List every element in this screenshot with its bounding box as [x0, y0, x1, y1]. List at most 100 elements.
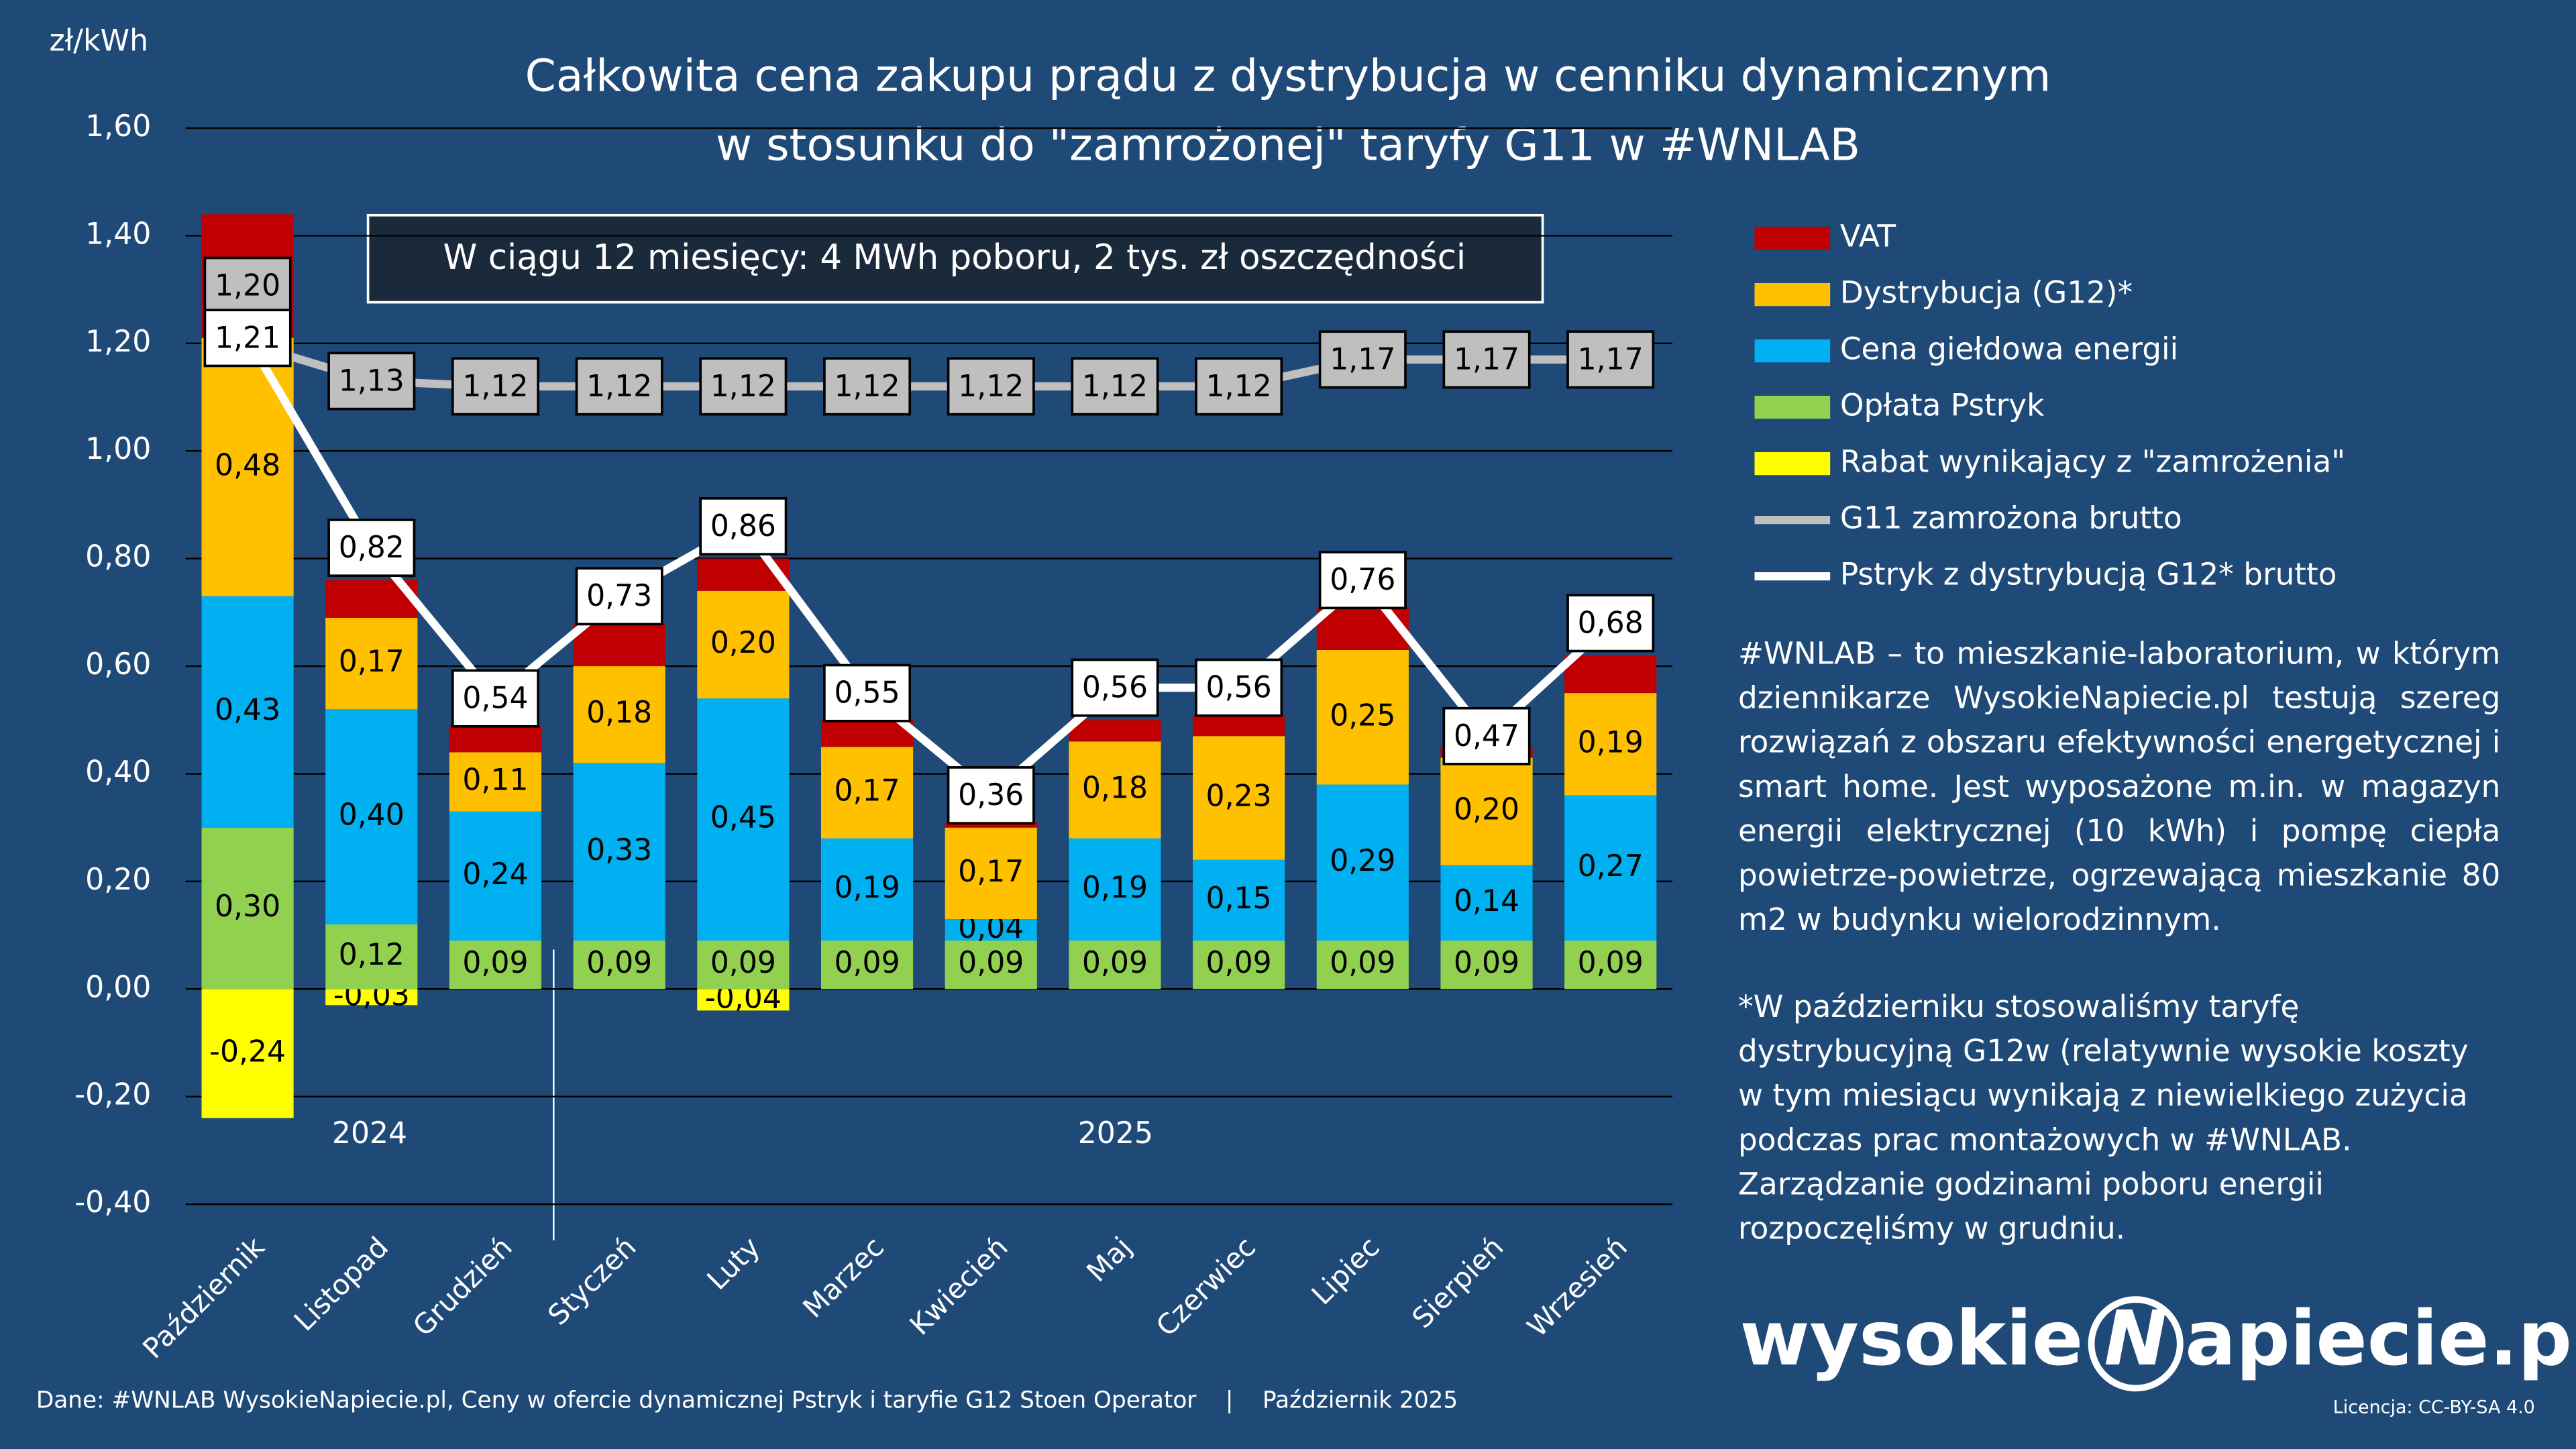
data-label: 0,09 [1454, 946, 1519, 980]
bar-segment [1440, 865, 1533, 941]
line-label-box [823, 357, 912, 416]
data-label: 0,12 [339, 938, 405, 972]
line-label-box [451, 669, 539, 728]
line-label: 1,21 [215, 321, 280, 355]
line-label: 1,12 [834, 369, 900, 403]
line-label: 1,17 [1330, 342, 1395, 376]
line-label: 1,12 [1206, 369, 1272, 403]
data-label: 0,19 [1578, 725, 1644, 759]
bar-segment [449, 811, 542, 941]
line-label-box [823, 663, 912, 722]
line-label-box [327, 519, 416, 578]
annotation-box [366, 213, 1544, 304]
data-label: 0,09 [1082, 946, 1148, 980]
year-label: 2024 [332, 1116, 407, 1150]
data-label: 0,20 [1454, 793, 1519, 827]
bar-segment [573, 763, 665, 941]
annotation: W ciągu 12 miesięcy: 4 MWh poboru, 2 tys… [443, 237, 1466, 278]
bar-segment [820, 838, 914, 941]
data-label: 0,11 [462, 763, 528, 798]
x-tick-label: Marzec [796, 1230, 890, 1324]
x-tick-label: Październik [136, 1230, 270, 1364]
legend-swatch [1754, 339, 1831, 363]
data-label: 0,43 [215, 693, 280, 727]
line-label-box [1318, 551, 1407, 610]
data-label: 0,09 [586, 946, 652, 980]
bar-segment [1069, 838, 1161, 941]
bar-segment [325, 709, 418, 925]
data-label: 0,09 [1578, 946, 1644, 980]
legend-label: G11 zamrożona brutto [1840, 500, 2182, 536]
line-label: 0,73 [586, 579, 652, 613]
legend-label: Cena giełdowa energii [1840, 331, 2178, 367]
data-label: 0,17 [834, 774, 900, 808]
data-label: 0,19 [1082, 871, 1148, 905]
data-label: 0,45 [710, 801, 776, 835]
line-label-box [947, 357, 1035, 416]
data-label: 0,17 [958, 855, 1024, 889]
line-label: 1,12 [710, 369, 776, 403]
bar-segment [449, 941, 542, 989]
x-tick-label: Maj [1080, 1230, 1138, 1288]
data-label: 0,48 [215, 448, 280, 482]
bar-segment [201, 989, 294, 1118]
line-label: 0,55 [834, 676, 900, 710]
bar-segment [201, 596, 294, 828]
data-label: 0,40 [339, 798, 405, 833]
line-label-box [1318, 330, 1407, 389]
bar-segment [820, 747, 914, 839]
x-tick-label: Wrzesień [1521, 1230, 1633, 1343]
x-tick-label: Styczeń [541, 1230, 643, 1332]
x-tick-label: Luty [700, 1230, 766, 1296]
bar-segment [697, 590, 790, 699]
line-label-box [1442, 330, 1531, 389]
source: Dane: #WNLAB WysokieNapiecie.pl, Ceny w … [36, 1387, 1458, 1413]
line-label-box [699, 497, 788, 556]
bar-segment [945, 941, 1037, 989]
data-label: 0,15 [1206, 881, 1272, 916]
bar-segment [697, 941, 790, 989]
legend-label: Dystrybucja (G12)* [1840, 275, 2133, 311]
x-tick-label: Kwiecień [903, 1230, 1014, 1341]
bar-segment [697, 989, 790, 1011]
bar-segment [1440, 757, 1533, 865]
line-label-box [327, 352, 416, 411]
line-label: 0,36 [958, 778, 1024, 812]
x-tick-label: Listopad [288, 1230, 395, 1338]
data-label: 0,24 [462, 857, 528, 892]
x-tick-label: Grudzień [407, 1230, 519, 1342]
line-label-box [947, 766, 1035, 825]
y-tick-label: 0,40 [85, 755, 151, 789]
line-label: 0,86 [710, 509, 776, 543]
y-tick-label: 0,80 [85, 540, 151, 574]
line-label: 1,13 [339, 364, 405, 398]
bar-segment [820, 720, 914, 747]
bar-segment [1193, 736, 1285, 860]
line-label: 0,82 [339, 531, 405, 565]
bar-segment [1316, 650, 1409, 785]
line-label-box [1195, 357, 1283, 416]
bar-segment [945, 919, 1037, 941]
line-label: 1,12 [1082, 369, 1148, 403]
chart-title: w stosunku do "zamrożonej" taryfy G11 w … [716, 119, 1860, 170]
bar-segment [1440, 941, 1533, 989]
data-label: 0,20 [710, 626, 776, 660]
bar-segment [820, 941, 914, 989]
line-label-box [1071, 658, 1159, 717]
data-label: 0,09 [462, 946, 528, 980]
line-label-box [1566, 594, 1655, 653]
bar-segment [325, 924, 418, 989]
line-label-box [1566, 330, 1655, 389]
bar-segment [449, 752, 542, 812]
y-tick-label: 1,20 [85, 325, 151, 359]
data-label: 0,29 [1330, 844, 1395, 878]
bar-segment [325, 617, 418, 710]
data-label: 0,30 [215, 890, 280, 924]
bar-segment [1564, 655, 1657, 694]
data-label: 0,18 [586, 696, 652, 730]
line-label-box [1442, 706, 1531, 765]
legend-label: VAT [1840, 219, 1896, 254]
data-label: 0,09 [1330, 946, 1395, 980]
bar-segment [1564, 795, 1657, 941]
